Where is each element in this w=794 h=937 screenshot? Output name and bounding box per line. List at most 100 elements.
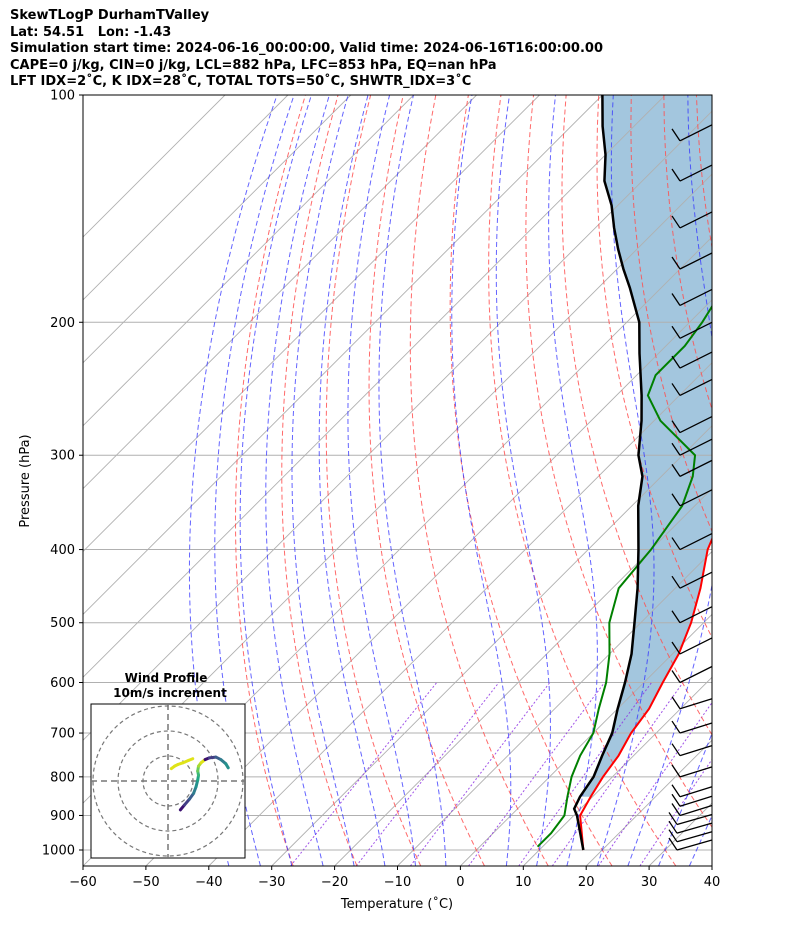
wind-barb xyxy=(671,124,713,142)
x-tick-label: −60 xyxy=(69,875,96,890)
wind-barb-staff xyxy=(679,211,713,229)
wind-barb-staff xyxy=(679,571,713,589)
moist-adiabat-line xyxy=(265,95,330,866)
wind-profile-inset: Wind Profile 10m/s increment xyxy=(90,671,246,859)
isotherm-line xyxy=(334,487,712,866)
dry-adiabat-line xyxy=(729,95,794,866)
moist-adiabat-line xyxy=(239,95,312,866)
mixing-ratio-lines xyxy=(290,682,712,866)
dry-adiabat-line xyxy=(596,95,712,639)
wind-barb-flag xyxy=(671,670,681,683)
x-tick-label: −30 xyxy=(258,875,285,890)
wind-barb xyxy=(671,665,713,684)
wind-barb-staff xyxy=(679,438,713,456)
wind-barb-staff xyxy=(679,786,713,798)
isotherm-line xyxy=(83,95,415,427)
wind-barb-flag xyxy=(671,215,681,229)
wind-barb-staff xyxy=(679,459,713,477)
moist-adiabat-line xyxy=(495,95,551,866)
wind-barb-flag xyxy=(671,325,681,339)
isotherm-line xyxy=(83,95,666,678)
wind-barb xyxy=(671,696,713,710)
isotherm-line xyxy=(397,550,712,866)
dry-adiabat-line xyxy=(762,95,794,866)
wind-barb xyxy=(671,571,713,589)
wind-barb-staff xyxy=(679,288,713,307)
wind-barb-staff xyxy=(679,252,713,270)
wind-barb-flag xyxy=(671,784,681,798)
y-tick-label: 900 xyxy=(50,809,75,824)
y-tick-label: 300 xyxy=(50,449,75,464)
wind-barb-flag xyxy=(671,610,681,624)
wind-barb xyxy=(671,606,713,624)
wind-barb-flag xyxy=(668,829,678,843)
wind-barb-staff xyxy=(679,489,713,507)
wind-barb xyxy=(671,784,713,798)
wind-barb-staff xyxy=(679,164,713,182)
moist-adiabat-line xyxy=(627,95,712,866)
wind-barb xyxy=(671,378,713,397)
wind-barb-flag xyxy=(671,293,681,306)
x-tick-label: 30 xyxy=(641,875,658,890)
x-tick-label: 10 xyxy=(515,875,532,890)
y-tick-label: 1000 xyxy=(42,844,75,859)
inset-title: Wind Profile xyxy=(125,671,208,685)
wind-barb xyxy=(671,720,713,734)
cape-cin-area xyxy=(580,95,712,797)
inset-subtitle: 10m/s increment xyxy=(113,686,227,700)
dry-adiabat-line xyxy=(409,95,549,866)
parcel-line xyxy=(572,95,644,851)
hodograph-segment xyxy=(224,762,230,770)
dry-adiabat-line xyxy=(663,95,712,411)
wind-barb-staff xyxy=(676,813,713,826)
wind-barb-flag xyxy=(671,256,681,270)
y-tick-label: 400 xyxy=(50,543,75,558)
moist-adiabat-line xyxy=(291,95,355,866)
wind-barb-flag xyxy=(671,793,681,807)
isotherm-line xyxy=(83,95,540,553)
wind-barb-staff xyxy=(679,766,713,778)
y-axis-ticks: 100 200 300 400 500 600 700 800 900 1000 xyxy=(42,89,83,859)
x-tick-label: −40 xyxy=(195,875,222,890)
y-tick-label: 800 xyxy=(50,770,75,785)
chart-title: SkewTLogP DurhamTValley xyxy=(10,8,210,23)
indices-text-1: CAPE=0 j/kg, CIN=0 j/kg, LCL=882 hPa, LF… xyxy=(10,57,497,73)
wind-barb-staff xyxy=(676,839,713,851)
wind-barb-staff xyxy=(679,722,713,734)
moist-adiabat-line xyxy=(318,95,386,866)
wind-barb-flag xyxy=(671,493,681,507)
wind-barb-flag xyxy=(671,383,681,396)
y-tick-label: 700 xyxy=(50,727,75,742)
dry-adiabat-line xyxy=(325,95,422,866)
cape-cin-fill xyxy=(580,95,712,797)
moist-adiabat-line xyxy=(720,95,794,866)
profile-lines xyxy=(536,95,712,851)
wind-barb-flag xyxy=(671,537,681,550)
x-axis-label: Temperature (˚C) xyxy=(340,896,453,912)
wind-barb-flag xyxy=(671,720,681,734)
mixing-ratio-line xyxy=(639,758,712,866)
mixing-ratio-line xyxy=(551,682,684,866)
isotherm-line xyxy=(83,95,352,364)
wind-barb-flag xyxy=(671,764,681,778)
isotherm-line xyxy=(83,95,477,490)
isotherm-line xyxy=(145,299,712,866)
isotherm-line xyxy=(208,362,712,866)
wind-barb-flag xyxy=(671,696,681,710)
wind-barb-flag xyxy=(671,168,681,182)
wind-barb-flag xyxy=(671,355,681,369)
dry-adiabat-line xyxy=(281,95,358,866)
moist-adiabat-line xyxy=(548,95,598,866)
wind-barb-staff xyxy=(679,124,713,142)
wind-barb-staff xyxy=(679,416,713,434)
wind-barb-staff xyxy=(679,532,713,551)
isotherm-line xyxy=(271,425,712,866)
dry-adiabats xyxy=(235,95,794,866)
y-tick-label: 500 xyxy=(50,616,75,631)
wind-barb xyxy=(671,764,713,778)
isotherm-line xyxy=(711,865,712,866)
moist-adiabat-line xyxy=(451,95,512,866)
wind-barb-flag xyxy=(671,575,681,589)
wind-barb-staff xyxy=(679,795,713,807)
dry-adiabat-line xyxy=(368,95,485,866)
